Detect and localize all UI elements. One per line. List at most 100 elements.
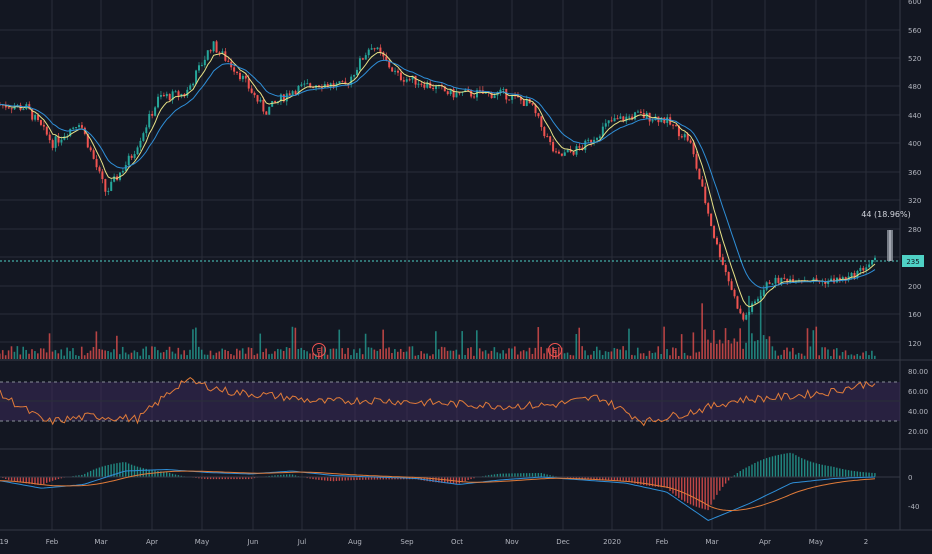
macd-hist-bar [127, 463, 130, 477]
candle-body [511, 95, 514, 100]
earnings-marker-1[interactable] [312, 343, 326, 357]
volume-bar [461, 331, 463, 359]
volume-bar [297, 348, 300, 359]
volume-bar [625, 350, 627, 359]
volume-bar [742, 348, 744, 359]
price-axis[interactable]: 600 560 520 480 440 400 360 320 280 200 … [902, 0, 924, 348]
time-tick: Apr [146, 538, 158, 546]
volume-bar [183, 350, 185, 359]
macd-hist-bar [683, 477, 686, 502]
candle-body [262, 99, 265, 112]
volume-bar [39, 348, 42, 359]
candlesticks[interactable] [0, 39, 876, 322]
macd-hist-bar [180, 475, 183, 477]
macd-hist-bar [534, 473, 537, 477]
candle-body [452, 89, 455, 98]
macd-hist-bar [423, 477, 425, 481]
macd-hist-bar [356, 477, 358, 481]
volume-bar [282, 350, 285, 359]
volume-bar [423, 353, 425, 359]
volume-bar [312, 353, 314, 359]
macd-hist-bar [645, 477, 648, 486]
macd-hist-bar [338, 477, 341, 481]
macd-hist-bar [373, 477, 376, 480]
volume-bar [736, 341, 739, 359]
candle-body [180, 93, 183, 97]
volume-bar [525, 351, 528, 359]
candle-body [382, 52, 385, 57]
signal-series-line [0, 470, 876, 511]
volume-bar [285, 347, 288, 359]
candle-body [186, 89, 189, 96]
volume-bar [800, 353, 803, 359]
time-axis[interactable]: 19 Feb Mar Apr May Jun Jul Aug Sep Oct Nov Dec 2020 F… [0, 538, 868, 546]
volume-bar [130, 352, 133, 359]
candle-body [4, 104, 7, 108]
macd-hist-bar [830, 466, 832, 477]
candle-body [271, 100, 274, 107]
candle-body [183, 93, 186, 96]
macd-hist-bar [572, 477, 575, 479]
volume-bar [4, 355, 7, 359]
candle-body [221, 51, 224, 53]
volume-bar [721, 343, 724, 359]
volume-bar [332, 348, 335, 359]
candle-body [792, 278, 795, 282]
volume-bar [411, 346, 414, 359]
macd-hist-bar [171, 473, 174, 477]
macd-hist-bar [291, 474, 294, 477]
volume-bar [710, 342, 712, 359]
macd-hist-bar [663, 477, 665, 488]
candle-body [22, 109, 25, 111]
candle-body [666, 117, 669, 123]
volume-bar [227, 351, 229, 359]
volume-bar [794, 354, 797, 359]
macd-hist-bar [754, 462, 756, 477]
candle-body [607, 120, 610, 124]
volume-bar [487, 353, 490, 359]
candle-body [110, 181, 113, 191]
candle-body [619, 116, 622, 119]
candle-body [48, 134, 51, 141]
macd-hist-bar [370, 477, 373, 480]
candle-body [291, 91, 294, 96]
volume-bar [859, 355, 861, 359]
macd-hist-bar [86, 472, 89, 477]
volume-bar [31, 349, 33, 359]
macd-hist-bar [31, 477, 33, 485]
candle-body [841, 277, 844, 280]
macd-hist-bar [809, 461, 812, 477]
macd-hist-bar [836, 467, 838, 477]
candle-body [423, 84, 426, 88]
candle-body [634, 112, 637, 120]
volume-bar [815, 326, 818, 359]
volume-bar [60, 349, 63, 359]
earnings-markers[interactable]: E E [312, 343, 562, 357]
candle-body [850, 272, 853, 277]
macd-panel[interactable] [0, 452, 900, 521]
macd-hist-bar [587, 477, 589, 480]
macd-hist-bar [701, 477, 703, 509]
volume-bar [391, 353, 393, 359]
candle-body [727, 272, 730, 282]
macd-hist-bar [101, 466, 104, 477]
macd-hist-bar [780, 454, 782, 477]
candle-body [502, 88, 505, 90]
volume-bar [841, 352, 844, 359]
earnings-marker-2[interactable] [548, 343, 562, 357]
measure-tool[interactable]: 44 (18.96%) [861, 210, 911, 261]
volume-bar [417, 355, 420, 359]
candle-body [739, 308, 742, 314]
volume-bar [838, 355, 841, 359]
candle-body [499, 89, 502, 93]
candle-body [391, 67, 394, 72]
rsi-panel[interactable] [0, 376, 900, 427]
volume-bar [69, 351, 71, 359]
price-tick: 320 [908, 197, 921, 205]
volume-bar [51, 351, 54, 359]
volume-bar [613, 347, 616, 359]
volume-bar [195, 327, 197, 359]
macd-hist-bar [707, 477, 709, 511]
volume-bar [420, 351, 423, 359]
macd-hist-bar [593, 477, 595, 480]
